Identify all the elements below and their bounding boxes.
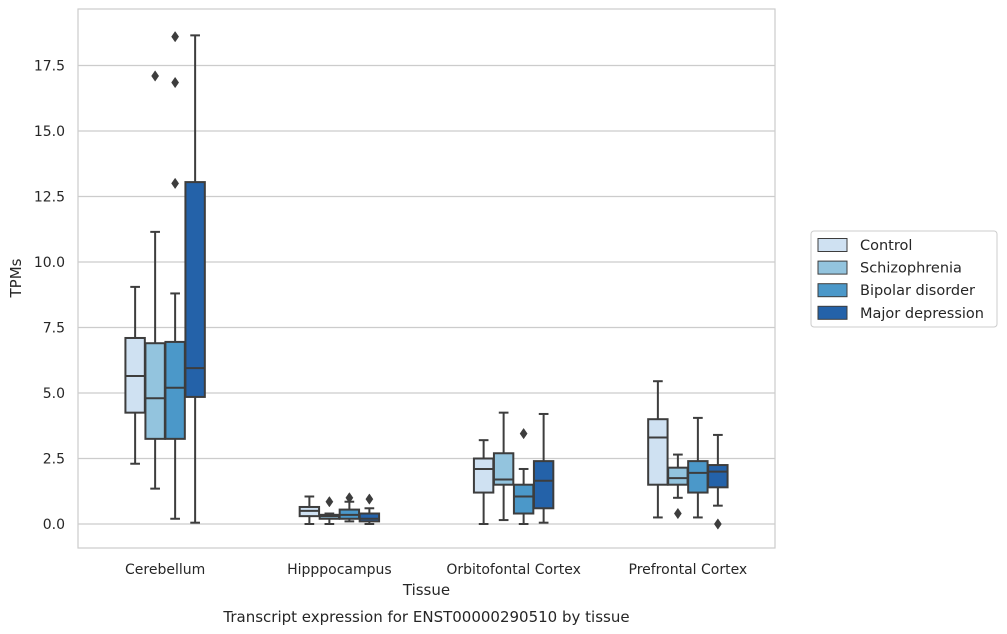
box	[667, 466, 689, 486]
box	[184, 181, 206, 398]
series-schizophrenia	[144, 70, 689, 525]
box	[164, 340, 186, 440]
box-series	[124, 31, 729, 530]
x-tick-label: Orbitofontal Cortex	[446, 562, 581, 578]
x-tick-label: Prefrontal Cortex	[629, 562, 748, 578]
outlier-point	[171, 31, 180, 43]
x-tick-labels: Cerebellum Hipppocampus Orbitofontal Corte…	[125, 562, 747, 578]
legend-swatch	[817, 238, 848, 252]
x-tick-label: Cerebellum	[125, 562, 205, 578]
x-tick-label: Hipppocampus	[287, 562, 392, 578]
y-tick-label: 15.0	[34, 124, 65, 140]
y-tick-label: 5.0	[43, 386, 65, 402]
outlier-point	[365, 493, 374, 505]
legend-label: Control	[860, 238, 912, 254]
box	[687, 460, 709, 494]
x-axis-label: Tissue	[402, 581, 450, 599]
outlier-point	[151, 70, 160, 82]
box	[144, 342, 166, 440]
legend-frame	[810, 230, 998, 328]
series-major-depression	[184, 34, 729, 530]
outlier-point	[519, 427, 528, 440]
outlier-point	[345, 492, 354, 504]
outlier-point	[713, 518, 722, 530]
y-tick-label: 0.0	[43, 517, 65, 533]
legend-swatch	[817, 283, 848, 298]
box	[358, 512, 381, 523]
box	[707, 464, 729, 489]
y-tick-label: 17.5	[34, 59, 65, 75]
chart-caption: Transcript expression for ENST0000029051…	[222, 608, 629, 626]
box	[512, 483, 535, 515]
series-control	[124, 285, 669, 525]
outlier-point	[673, 507, 682, 520]
y-tick-label: 2.5	[43, 452, 65, 468]
y-tick-labels: 0.0 2.5 5.0 7.5 10.0 12.5 15.0 17.5	[34, 59, 65, 534]
legend: Control Schizophrenia Bipolar disorder Majo…	[810, 230, 998, 328]
y-tick-label: 10.0	[34, 255, 65, 271]
legend-swatch	[817, 305, 848, 320]
legend-swatch	[817, 260, 848, 275]
outlier-point	[171, 76, 180, 89]
box	[532, 460, 555, 510]
box	[492, 452, 515, 486]
outlier-point	[171, 177, 180, 190]
legend-label: Schizophrenia	[860, 261, 962, 277]
legend-label: Major depression	[860, 306, 984, 322]
outlier-point	[325, 496, 334, 508]
y-axis-label: TPMs	[7, 258, 25, 298]
y-tick-label: 12.5	[34, 190, 65, 206]
box	[472, 457, 495, 494]
y-tick-label: 7.5	[43, 321, 65, 337]
box	[647, 418, 669, 486]
legend-label: Bipolar disorder	[860, 283, 975, 299]
